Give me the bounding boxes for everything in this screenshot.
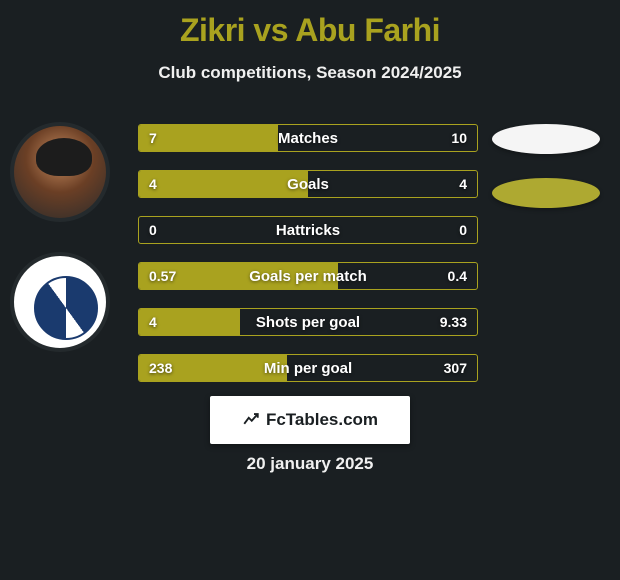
stat-bars: 7Matches10 4Goals4 0Hattricks0 0.57Goals pe… — [138, 124, 478, 382]
stat-right-value: 0 — [449, 217, 477, 243]
oval-1 — [492, 178, 600, 208]
stat-bar-5: 238Min per goal307 — [138, 354, 478, 382]
infographic-container: Zikri vs Abu Farhi Club competitions, Se… — [0, 0, 620, 580]
stat-bar-2: 0Hattricks0 — [138, 216, 478, 244]
stat-bar-1: 4Goals4 — [138, 170, 478, 198]
chart-icon — [242, 411, 260, 429]
stat-right-value: 307 — [434, 355, 477, 381]
stat-label: Hattricks — [139, 217, 477, 243]
stat-label: Shots per goal — [139, 309, 477, 335]
stat-right-value: 10 — [441, 125, 477, 151]
stat-right-value: 0.4 — [438, 263, 477, 289]
avatar-column — [10, 122, 110, 352]
stat-label: Min per goal — [139, 355, 477, 381]
stat-bar-0: 7Matches10 — [138, 124, 478, 152]
main-title: Zikri vs Abu Farhi — [0, 0, 620, 49]
oval-0 — [492, 124, 600, 154]
stat-bar-4: 4Shots per goal9.33 — [138, 308, 478, 336]
club-logo — [10, 252, 110, 352]
fctables-badge: FcTables.com — [210, 396, 410, 444]
stat-right-value: 4 — [449, 171, 477, 197]
right-ovals — [492, 124, 600, 208]
date-label: 20 january 2025 — [0, 454, 620, 474]
player1-avatar — [10, 122, 110, 222]
fctables-text: FcTables.com — [242, 410, 378, 430]
stat-right-value: 9.33 — [430, 309, 477, 335]
stat-label: Goals — [139, 171, 477, 197]
stat-bar-3: 0.57Goals per match0.4 — [138, 262, 478, 290]
stat-label: Goals per match — [139, 263, 477, 289]
fctables-label: FcTables.com — [266, 410, 378, 430]
stat-label: Matches — [139, 125, 477, 151]
subtitle: Club competitions, Season 2024/2025 — [0, 63, 620, 83]
